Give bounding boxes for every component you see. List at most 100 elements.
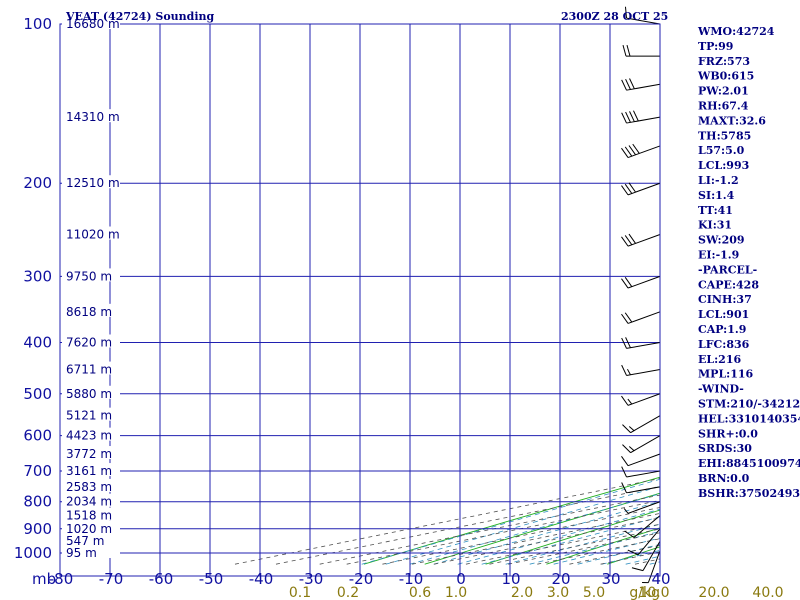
height-label: 7620 m xyxy=(66,335,112,349)
temperature-tick-label: 20 xyxy=(551,570,570,588)
wind-barb xyxy=(631,540,661,572)
height-label: 5880 m xyxy=(66,387,112,401)
wind-barb xyxy=(624,515,661,538)
index-value: EI:-1.9 xyxy=(698,249,739,262)
barb-staff xyxy=(630,435,661,454)
barb-half-flag xyxy=(623,508,629,514)
mixing-ratio-label: 2.0 xyxy=(511,585,533,600)
temperature-tick-label: -80 xyxy=(49,570,74,588)
index-value: MPL:116 xyxy=(698,368,754,381)
index-value: HEL:331014035472 xyxy=(698,412,800,425)
barb-staff xyxy=(633,515,661,538)
pressure-tick-label: 300 xyxy=(23,267,52,285)
barb-flag xyxy=(625,337,631,348)
barb-staff xyxy=(626,83,661,91)
index-value: FRZ:573 xyxy=(698,55,750,68)
wind-barb xyxy=(621,482,661,494)
wind-barb xyxy=(622,44,660,57)
height-label-bg xyxy=(62,385,120,399)
pressure-tick-label: 900 xyxy=(23,520,52,538)
pressure-tick-label: 800 xyxy=(23,493,52,511)
wind-barb xyxy=(621,453,661,467)
index-value: WMO:42724 xyxy=(697,25,775,38)
wind-barb xyxy=(621,466,661,478)
mixing-ratio-label: 3.0 xyxy=(547,585,569,600)
mixing-ratio-label: 5.0 xyxy=(583,585,605,600)
height-label: 547 m xyxy=(66,534,104,548)
height-label-bg xyxy=(62,545,120,558)
index-value: LI:-1.2 xyxy=(698,174,739,187)
temperature-tick-label: 30 xyxy=(601,570,620,588)
barb-half-flag xyxy=(627,398,633,405)
pressure-tick-label: 200 xyxy=(23,174,52,192)
barb-flag xyxy=(621,456,629,466)
barb-flag xyxy=(621,79,627,91)
temperature-tick-label: 10 xyxy=(501,570,520,588)
barb-staff xyxy=(627,182,661,196)
barb-staff xyxy=(626,369,661,376)
barb-flag xyxy=(622,424,631,434)
height-label: 11020 m xyxy=(66,228,120,242)
index-value: PW:2.01 xyxy=(698,85,749,98)
height-label-bg xyxy=(62,520,120,534)
wind-barb xyxy=(621,182,661,196)
barb-flag xyxy=(624,6,628,19)
height-label: 16680 m xyxy=(66,17,120,31)
index-value: EL:216 xyxy=(698,353,741,366)
barb-flag xyxy=(621,364,627,376)
barb-staff xyxy=(626,116,661,124)
pressure-tick-label: 1000 xyxy=(14,544,52,562)
pressure-tick-label: 600 xyxy=(23,427,52,445)
barb-half-flag xyxy=(627,368,631,375)
sounding-time: 2300Z 28 OCT 25 xyxy=(561,10,668,23)
moist-adiabat xyxy=(457,508,660,565)
mixing-ratio-label: 0.6 xyxy=(409,585,431,600)
wind-barb xyxy=(642,550,661,584)
mixing-ratio-unit: g/kg xyxy=(629,585,660,600)
barb-flag xyxy=(622,44,627,57)
mixing-ratio-label: 0.2 xyxy=(337,585,359,600)
index-value: WB0:615 xyxy=(697,70,754,83)
height-label: 4423 m xyxy=(66,429,112,443)
height-label: 2034 m xyxy=(66,495,112,509)
height-label-bg xyxy=(62,533,120,547)
barb-staff xyxy=(626,17,661,25)
barb-flag xyxy=(624,146,633,157)
plot-frame xyxy=(59,23,661,577)
barb-staff xyxy=(627,145,661,159)
wind-barb xyxy=(621,275,661,289)
barb-flag xyxy=(621,313,629,324)
index-value: L57:5.0 xyxy=(698,144,745,157)
temperature-tick-label: -20 xyxy=(349,570,374,588)
mixing-ratio-label: 40.0 xyxy=(752,585,783,600)
barb-flag xyxy=(628,233,636,244)
temperature-tick-label: -30 xyxy=(299,570,324,588)
index-value: MAXT:32.6 xyxy=(698,114,766,127)
index-value: STM:210/-3421262 xyxy=(698,398,800,411)
barb-flag xyxy=(621,147,629,158)
temperature-tick-label: -40 xyxy=(249,570,274,588)
height-label-bg xyxy=(62,446,120,460)
index-value: RH:67.4 xyxy=(698,100,749,113)
dry-adiabat xyxy=(485,509,660,565)
dry-adiabat xyxy=(424,492,660,565)
height-label-bg xyxy=(62,463,120,477)
barb-staff xyxy=(627,453,661,467)
wind-barb xyxy=(622,435,661,454)
barb-staff xyxy=(637,528,661,556)
wind-barb xyxy=(621,143,661,159)
barb-flag xyxy=(621,185,629,196)
dry-adiabat xyxy=(363,476,660,565)
height-label: 1518 m xyxy=(66,509,112,523)
barb-staff xyxy=(647,550,661,583)
height-label: 8618 m xyxy=(66,305,112,319)
temperature-tick-label: -50 xyxy=(199,570,224,588)
barb-flag xyxy=(631,567,644,572)
barb-flag xyxy=(628,182,636,193)
index-value: BSHR:3750249344 xyxy=(698,487,800,500)
pressure-tick-label: 100 xyxy=(23,15,52,33)
height-label: 3161 m xyxy=(66,464,112,478)
barb-staff xyxy=(626,341,661,349)
index-value: SRDS:30 xyxy=(698,442,752,455)
